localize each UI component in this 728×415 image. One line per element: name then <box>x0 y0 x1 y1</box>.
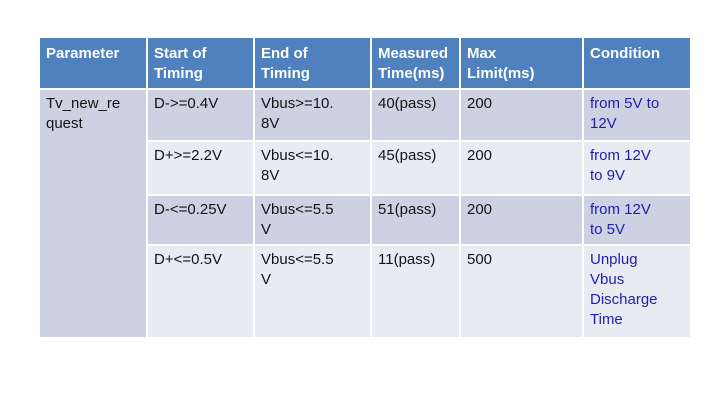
header-cell-parameter: Parameter <box>38 36 148 90</box>
cell-end-of-timing: Vbus<=5.5 V <box>253 244 372 339</box>
cell-end-of-timing: Vbus>=10. 8V <box>253 88 372 142</box>
table-row: D+>=2.2V Vbus<=10. 8V 45(pass) 200 from … <box>39 140 692 196</box>
cell-max-limit: 200 <box>459 88 584 142</box>
cell-measured-time: 51(pass) <box>370 194 461 246</box>
cell-max-limit: 500 <box>459 244 584 339</box>
header-cell-max-limit: Max Limit(ms) <box>459 36 584 90</box>
cell-max-limit: 200 <box>459 140 584 196</box>
header-cell-start-of-timing: Start of Timing <box>146 36 255 90</box>
header-cell-end-of-timing: End of Timing <box>253 36 372 90</box>
cell-start-of-timing: D->=0.4V <box>146 88 255 142</box>
table-row: Tv_new_re quest D->=0.4V Vbus>=10. 8V 40… <box>38 88 692 339</box>
table-header-row: Parameter Start of Timing End of Timing … <box>38 36 692 90</box>
cell-condition: from 12V to 9V <box>582 140 692 196</box>
timing-results-table: Parameter Start of Timing End of Timing … <box>38 36 692 339</box>
cell-condition: from 5V to 12V <box>582 88 692 142</box>
cell-end-of-timing: Vbus<=10. 8V <box>253 140 372 196</box>
header-cell-condition: Condition <box>582 36 692 90</box>
header-cell-measured-time: Measured Time(ms) <box>370 36 461 90</box>
cell-condition: Unplug Vbus Discharge Time <box>582 244 692 339</box>
table-row: D+<=0.5V Vbus<=5.5 V 11(pass) 500 Unplug… <box>39 244 692 339</box>
table-row: D-<=0.25V Vbus<=5.5 V 51(pass) 200 from … <box>39 194 692 246</box>
cell-start-of-timing: D+>=2.2V <box>146 140 255 196</box>
cell-condition: from 12V to 5V <box>582 194 692 246</box>
cell-start-of-timing: D-<=0.25V <box>146 194 255 246</box>
cell-measured-time: 40(pass) <box>370 88 461 142</box>
cell-max-limit: 200 <box>459 194 584 246</box>
cell-measured-time: 45(pass) <box>370 140 461 196</box>
cell-end-of-timing: Vbus<=5.5 V <box>253 194 372 246</box>
cell-measured-time: 11(pass) <box>370 244 461 339</box>
cell-parameter: Tv_new_re quest <box>38 88 148 339</box>
cell-start-of-timing: D+<=0.5V <box>146 244 255 339</box>
